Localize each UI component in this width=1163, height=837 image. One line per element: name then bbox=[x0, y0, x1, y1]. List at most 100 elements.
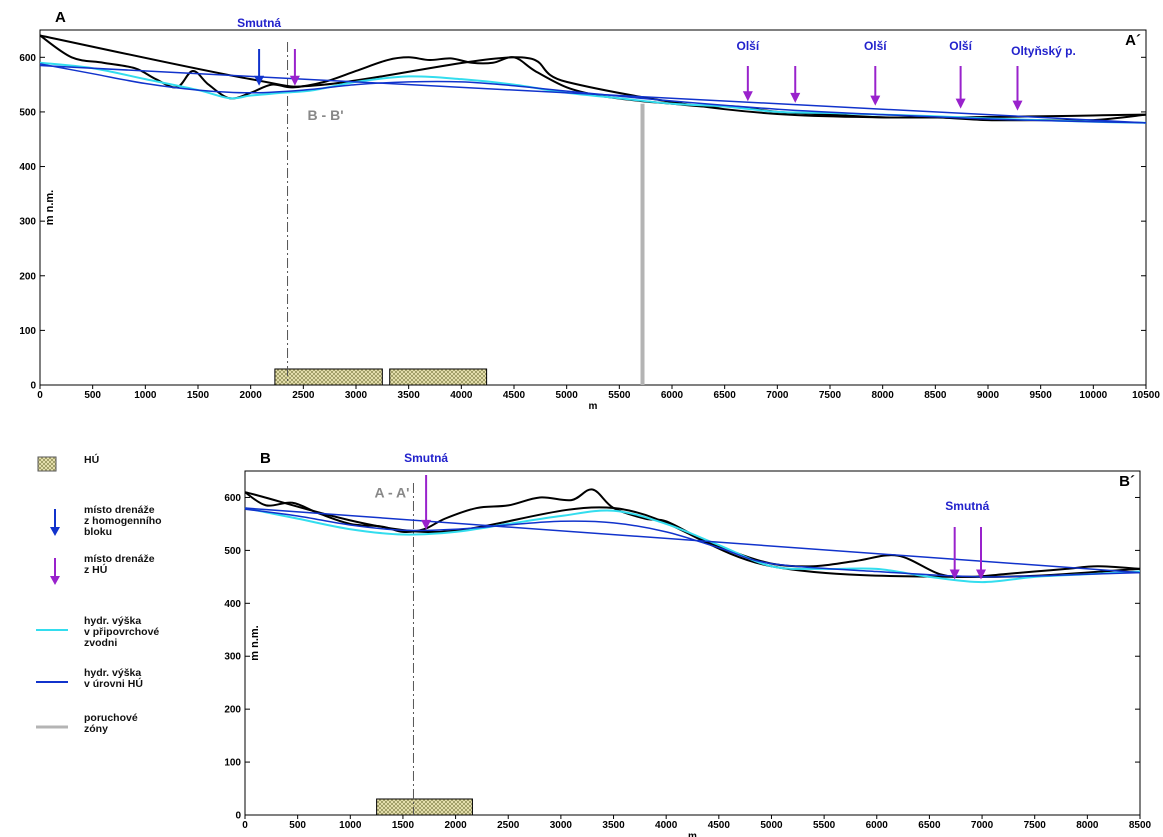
x-tick-label: 7500 bbox=[1024, 820, 1047, 831]
x-tick-label: 9500 bbox=[1030, 390, 1053, 401]
y-axis-label: m n.m. bbox=[249, 625, 261, 660]
y-tick-label: 100 bbox=[19, 326, 36, 337]
x-axis-label: m bbox=[589, 401, 598, 412]
legend-label-drain_hu: z HÚ bbox=[84, 563, 107, 576]
x-tick-label: 8500 bbox=[924, 390, 947, 401]
legend-label-fault: zóny bbox=[84, 723, 108, 735]
x-tick-label: 6000 bbox=[661, 390, 684, 401]
x-tick-label: 9000 bbox=[977, 390, 1000, 401]
x-tick-label: 5500 bbox=[813, 820, 836, 831]
x-tick-label: 2500 bbox=[497, 820, 520, 831]
x-tick-label: 4500 bbox=[708, 820, 731, 831]
hu-body bbox=[389, 368, 488, 386]
y-tick-label: 500 bbox=[19, 107, 36, 118]
x-tick-label: 500 bbox=[289, 820, 306, 831]
legend-label-near_surface: v připovrchové bbox=[84, 626, 159, 638]
y-tick-label: 600 bbox=[224, 493, 241, 504]
place-label: Smutná bbox=[404, 451, 448, 465]
drain-arrow-head bbox=[949, 569, 960, 580]
y-tick-label: 200 bbox=[19, 271, 36, 282]
x-tick-label: 2000 bbox=[240, 390, 263, 401]
section-crossing-label: A - A' bbox=[375, 484, 410, 500]
section-label-left: A bbox=[55, 9, 66, 26]
y-tick-label: 400 bbox=[224, 599, 241, 610]
place-label: Oltyňský p. bbox=[1011, 44, 1076, 58]
place-label: Smutná bbox=[945, 499, 989, 513]
x-tick-label: 6500 bbox=[714, 390, 737, 401]
drain-arrow-head bbox=[790, 92, 801, 103]
legend-label-near_surface: hydr. výška bbox=[84, 615, 141, 627]
series-hu-head bbox=[244, 508, 1141, 578]
y-tick-label: 0 bbox=[235, 811, 241, 822]
series-near-surface-head bbox=[244, 507, 1141, 584]
series-terrain bbox=[39, 34, 1147, 122]
place-label: Smutná bbox=[237, 16, 281, 30]
x-tick-label: 5000 bbox=[556, 390, 579, 401]
section-label-right: A´ bbox=[1125, 32, 1141, 49]
y-tick-label: 600 bbox=[19, 53, 36, 64]
legend-arrow-head bbox=[50, 576, 60, 585]
x-tick-label: 5000 bbox=[760, 820, 783, 831]
section-crossing-label: B - B' bbox=[308, 107, 344, 123]
y-tick-label: 200 bbox=[224, 705, 241, 716]
x-tick-label: 8000 bbox=[1076, 820, 1099, 831]
x-tick-label: 10500 bbox=[1132, 390, 1160, 401]
y-axis-label: m n.m. bbox=[44, 190, 56, 225]
legend-arrow-head bbox=[50, 527, 60, 536]
x-tick-label: 5500 bbox=[608, 390, 631, 401]
series-hu-head bbox=[39, 63, 1147, 124]
x-tick-label: 8500 bbox=[1129, 820, 1152, 831]
series-hu-head bbox=[244, 507, 1141, 574]
x-tick-label: 7500 bbox=[819, 390, 842, 401]
y-tick-label: 300 bbox=[19, 217, 36, 228]
legend-label-hu: HÚ bbox=[84, 453, 99, 466]
legend-label-fault: poruchové bbox=[84, 712, 138, 724]
x-tick-label: 4500 bbox=[503, 390, 526, 401]
plot-frame bbox=[39, 29, 1147, 386]
x-tick-label: 3000 bbox=[345, 390, 368, 401]
x-tick-label: 3500 bbox=[602, 820, 625, 831]
legend-label-hu_level: v úrovni HÚ bbox=[84, 677, 143, 690]
legend-label-drain_homo: místo drenáže bbox=[84, 504, 155, 516]
legend-label-hu_level: hydr. výška bbox=[84, 667, 141, 679]
drain-arrow-head bbox=[870, 95, 881, 106]
legend-label-drain_hu: místo drenáže bbox=[84, 553, 155, 565]
y-tick-label: 0 bbox=[30, 381, 36, 392]
x-tick-label: 4000 bbox=[450, 390, 473, 401]
x-tick-label: 0 bbox=[242, 820, 248, 831]
y-tick-label: 100 bbox=[224, 758, 241, 769]
x-tick-label: 6000 bbox=[866, 820, 889, 831]
x-tick-label: 2000 bbox=[444, 820, 467, 831]
hu-body bbox=[376, 798, 473, 816]
x-tick-label: 10000 bbox=[1079, 390, 1107, 401]
y-tick-label: 300 bbox=[224, 652, 241, 663]
x-tick-label: 8000 bbox=[872, 390, 895, 401]
drain-arrow-head bbox=[254, 75, 265, 86]
section-label-right: B´ bbox=[1119, 473, 1135, 490]
x-tick-label: 500 bbox=[84, 390, 101, 401]
hu-body bbox=[274, 368, 383, 386]
y-tick-label: 400 bbox=[19, 162, 36, 173]
place-label: Olší bbox=[864, 39, 887, 53]
place-label: Olší bbox=[949, 39, 972, 53]
legend-label-drain_homo: bloku bbox=[84, 526, 112, 538]
x-tick-label: 6500 bbox=[918, 820, 941, 831]
drain-arrow-head bbox=[955, 98, 966, 109]
y-tick-label: 500 bbox=[224, 546, 241, 557]
drain-arrow-head bbox=[976, 569, 987, 580]
legend-symbol-hu bbox=[37, 456, 57, 472]
x-tick-label: 3000 bbox=[550, 820, 573, 831]
section-label-left: B bbox=[260, 450, 271, 467]
drain-arrow-head bbox=[421, 519, 432, 530]
x-tick-label: 3500 bbox=[398, 390, 421, 401]
x-tick-label: 1000 bbox=[134, 390, 157, 401]
legend-label-near_surface: zvodni bbox=[84, 637, 117, 649]
plot-frame bbox=[244, 470, 1141, 816]
drain-arrow-head bbox=[742, 91, 753, 102]
x-tick-label: 1500 bbox=[392, 820, 415, 831]
x-tick-label: 1000 bbox=[339, 820, 362, 831]
